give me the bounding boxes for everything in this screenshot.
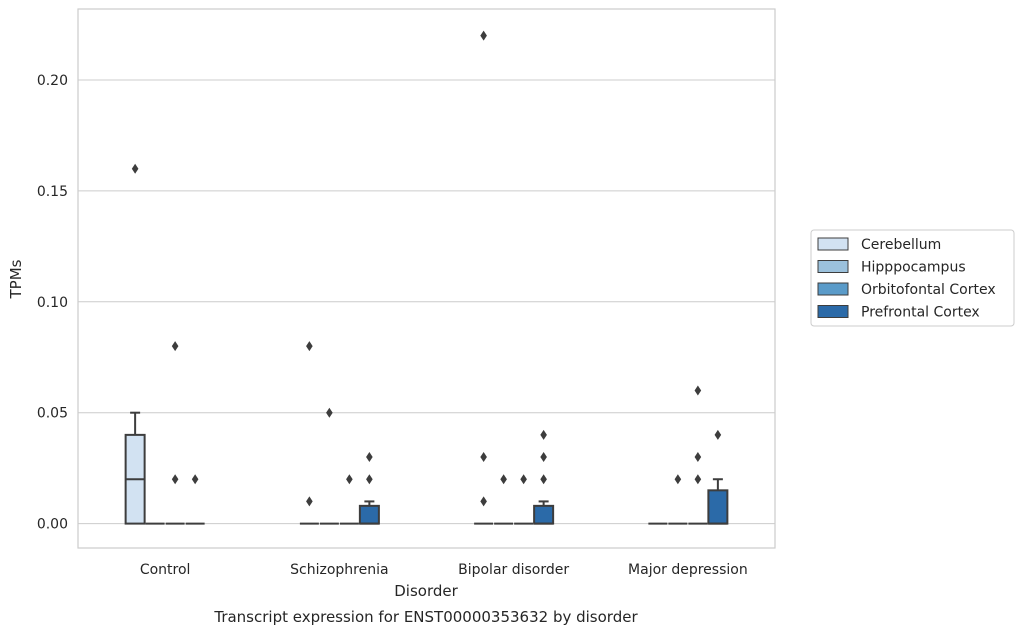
outlier-point bbox=[191, 474, 199, 485]
outlier-point bbox=[714, 429, 722, 440]
legend-frame bbox=[810, 229, 1015, 327]
outlier-point bbox=[306, 496, 313, 507]
outlier-point bbox=[694, 474, 702, 485]
box-cerebellum bbox=[124, 411, 146, 525]
x-tick-label: Control bbox=[140, 562, 191, 578]
legend-swatch bbox=[817, 237, 849, 251]
outlier-point bbox=[540, 429, 547, 440]
x-tick-label: Schizophrenia bbox=[290, 562, 388, 578]
outlier-point bbox=[480, 452, 487, 463]
y-axis-title: TPMs bbox=[7, 259, 25, 299]
outlier-points bbox=[131, 30, 722, 507]
x-tick-label: Bipolar disorder bbox=[458, 562, 569, 578]
y-tick-label: 0.15 bbox=[37, 184, 68, 200]
outlier-point bbox=[326, 407, 333, 418]
y-tick-label: 0.20 bbox=[37, 73, 68, 89]
y-tick-label: 0.10 bbox=[37, 295, 68, 311]
x-tick-label: Major depression bbox=[628, 562, 748, 578]
outlier-point bbox=[366, 474, 373, 485]
box-prefrontal-cortex bbox=[707, 478, 729, 525]
legend: Cerebellum Hipppocampus Orbitofontal Corte… bbox=[810, 229, 1015, 327]
x-axis-title: Disorder bbox=[394, 582, 458, 600]
outlier-point bbox=[540, 452, 547, 463]
outlier-point bbox=[674, 474, 682, 485]
plot-frame bbox=[77, 8, 776, 549]
box-plots bbox=[124, 411, 729, 525]
box-body bbox=[707, 489, 729, 525]
legend-swatch bbox=[817, 282, 849, 296]
outlier-point bbox=[171, 341, 179, 352]
box-body bbox=[533, 504, 555, 525]
gridlines bbox=[78, 79, 775, 525]
outlier-point bbox=[171, 474, 179, 485]
legend-swatch bbox=[817, 305, 849, 318]
y-tick-labels: 0.00 0.05 0.10 0.15 0.20 bbox=[37, 73, 68, 533]
legend-label: Prefrontal Cortex bbox=[861, 305, 980, 321]
outlier-point bbox=[540, 474, 547, 485]
box-body bbox=[358, 504, 380, 525]
y-tick-label: 0.05 bbox=[37, 406, 68, 422]
legend-label: Orbitofontal Cortex bbox=[861, 282, 996, 298]
plot-area-border bbox=[77, 8, 776, 549]
outlier-point bbox=[366, 452, 373, 463]
legend-label: Hipppocampus bbox=[861, 260, 966, 276]
outlier-point bbox=[520, 474, 527, 485]
x-tick-labels: Control Schizophrenia Bipolar disorder Majo… bbox=[140, 562, 748, 578]
box-prefrontal-cortex bbox=[533, 500, 555, 525]
outlier-point bbox=[131, 163, 139, 174]
outlier-point bbox=[694, 385, 702, 396]
outlier-point bbox=[346, 474, 353, 485]
outlier-point bbox=[694, 452, 702, 463]
legend-label: Cerebellum bbox=[861, 237, 941, 253]
outlier-point bbox=[500, 474, 507, 485]
outlier-point bbox=[480, 496, 487, 507]
legend-swatch bbox=[817, 260, 849, 273]
chart-caption: Transcript expression for ENST0000035363… bbox=[213, 608, 638, 626]
box-prefrontal-cortex bbox=[358, 500, 380, 525]
outlier-point bbox=[306, 341, 313, 352]
y-tick-label: 0.00 bbox=[37, 517, 68, 533]
outlier-point bbox=[480, 30, 487, 41]
